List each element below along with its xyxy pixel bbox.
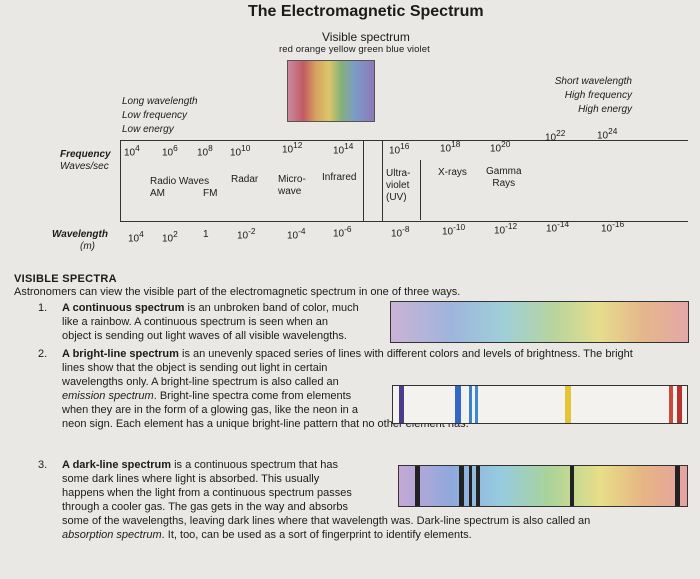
wavelength-unit: (m): [80, 241, 95, 252]
visible-spectrum-label: Visible spectrum: [322, 30, 410, 44]
item-dark-line: 3. A dark-line spectrum is a continuous …: [38, 459, 591, 541]
wavelength-value: 10-14: [546, 219, 570, 235]
frequency-label: Frequency: [60, 149, 111, 160]
spectrum-box-low: [120, 140, 364, 222]
freq-value: 106: [162, 143, 178, 159]
continuous-spectrum-image: [390, 301, 689, 343]
page-title: The Electromagnetic Spectrum: [248, 3, 484, 20]
dark-line-spectrum-image: [398, 465, 688, 507]
short-wavelength-note: Short wavelength High frequency High ene…: [554, 76, 632, 115]
visible-color-list: red orange yellow green blue violet: [279, 44, 430, 55]
freq-value: 104: [124, 143, 140, 159]
wavelength-label: Wavelength: [52, 229, 108, 240]
wavelength-value: 10-2: [237, 226, 256, 242]
band-radio: Radio Waves AM FM: [150, 176, 218, 199]
item-bright-line: 2. A bright-line spectrum is an unevenly…: [38, 348, 633, 430]
bright-line-spectrum-image: [392, 385, 688, 424]
section-heading: VISIBLE SPECTRA: [14, 273, 117, 285]
wavelength-value: 10-10: [442, 222, 466, 238]
freq-value: 1012: [282, 140, 303, 156]
freq-value: 1014: [333, 141, 354, 157]
intro-text: Astronomers can view the visible part of…: [14, 286, 461, 298]
band-ultraviolet: Ultra- violet (UV): [386, 168, 411, 203]
wavelength-value: 10-12: [494, 221, 518, 237]
freq-value: 1024: [597, 126, 618, 142]
wavelength-value: 10-8: [391, 224, 410, 240]
spectrum-visible-gap: [362, 140, 382, 222]
spectrum-box-high: [382, 140, 688, 222]
visible-spectrum-bar: [287, 60, 375, 122]
band-gamma: Gamma Rays: [486, 166, 522, 189]
long-wavelength-note: Long wavelength Low frequency Low energy: [122, 96, 198, 135]
freq-value: 1020: [490, 139, 511, 155]
freq-value: 1016: [389, 141, 410, 157]
uv-divider: [382, 160, 421, 220]
wavelength-value: 1: [203, 229, 209, 240]
frequency-unit: Waves/sec: [60, 161, 109, 172]
freq-value: 1010: [230, 143, 251, 159]
wavelength-value: 10-4: [287, 226, 306, 242]
wavelength-value: 10-16: [601, 219, 625, 235]
band-radar: Radar: [231, 174, 259, 185]
band-microwave: Micro- wave: [278, 174, 306, 197]
freq-value: 1018: [440, 139, 461, 155]
wavelength-value: 104: [128, 229, 144, 245]
wavelength-value: 102: [162, 229, 178, 245]
item-continuous: 1. A continuous spectrum is an unbroken …: [38, 302, 359, 342]
freq-value: 108: [197, 143, 213, 159]
band-xrays: X-rays: [438, 167, 467, 178]
freq-value: 1022: [545, 128, 566, 144]
wavelength-value: 10-6: [333, 224, 352, 240]
band-infrared: Infrared: [322, 172, 357, 183]
